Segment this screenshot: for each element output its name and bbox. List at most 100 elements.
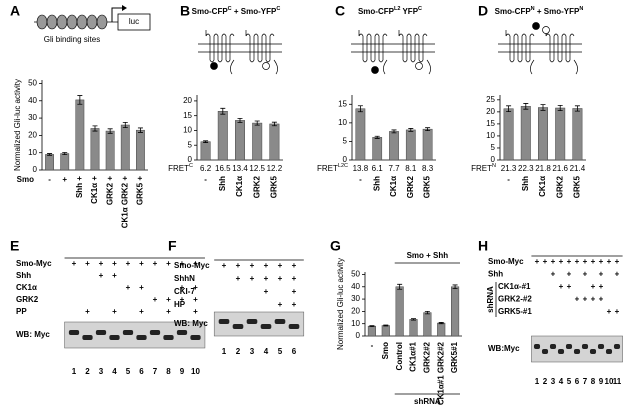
- fluor-tag: [262, 62, 270, 70]
- treatment-mark: +: [292, 300, 297, 309]
- treatment-mark: +: [264, 287, 269, 296]
- band: [549, 344, 557, 349]
- treatment-mark: +: [180, 259, 185, 268]
- group-label: shRNA: [486, 286, 495, 313]
- panel-letter: G: [330, 238, 341, 254]
- y-tick-label: 0: [356, 331, 361, 340]
- error-bar: [137, 127, 143, 133]
- lane-number: 3: [551, 377, 556, 386]
- treatment-mark: +: [139, 307, 144, 316]
- band: [565, 344, 573, 349]
- x-tick-label: CK1α: [538, 176, 547, 197]
- panel-letter: D: [478, 3, 488, 19]
- y-tick-label: 20: [183, 96, 192, 105]
- receptor: [545, 30, 575, 63]
- value-label: 16.5: [215, 164, 231, 173]
- bar: [45, 154, 54, 171]
- value-row-label-part: C: [189, 163, 193, 169]
- error-bar: [92, 125, 98, 132]
- bar: [75, 99, 85, 171]
- lane-number: 8: [166, 367, 171, 376]
- treatment-mark: +: [180, 295, 185, 304]
- panel-letter: F: [168, 238, 177, 254]
- tail: [383, 59, 388, 75]
- bar: [90, 128, 100, 171]
- error-bar: [438, 322, 444, 325]
- value-label: 21.6: [552, 164, 568, 173]
- panel-letter: E: [10, 238, 19, 254]
- membrane-diagram: [498, 22, 582, 75]
- chart-title: Smo-CFPC + Smo-YFPC: [192, 6, 281, 16]
- treatment-mark: +: [236, 274, 241, 283]
- band: [176, 330, 188, 335]
- treatment-mark: +: [583, 257, 588, 266]
- treatment-mark: +: [236, 261, 241, 270]
- y-tick-label: 40: [351, 282, 360, 291]
- band: [232, 324, 244, 329]
- chart-title: Smo-CFPL2 YFPC: [358, 6, 422, 16]
- receptor: [505, 30, 535, 63]
- treatment-mark: +: [72, 259, 77, 268]
- error-bar: [574, 105, 580, 112]
- row-label: Smo-Myc: [488, 257, 524, 266]
- fluor-tag: [210, 62, 218, 70]
- treatment-mark: +: [575, 257, 580, 266]
- value-row-label: FRETN: [471, 163, 496, 173]
- lane-number: 7: [153, 367, 158, 376]
- value-label: 21.4: [570, 164, 586, 173]
- lane-number: 5: [126, 367, 131, 376]
- gel: [213, 311, 305, 337]
- error-bar: [62, 152, 68, 155]
- y-tick-label: 30: [28, 113, 37, 122]
- x-tick-label: GRK5: [423, 175, 432, 198]
- error-bar: [220, 107, 226, 115]
- row-label: PP: [16, 307, 27, 316]
- row-label: CKI-7: [174, 287, 195, 296]
- y-tick-label: 30: [351, 294, 360, 303]
- lane-number: 9: [599, 377, 604, 386]
- x-tick-label: GRK2: [406, 175, 415, 198]
- blot-label: WB: Myc: [174, 319, 208, 328]
- band: [605, 349, 613, 354]
- bar: [235, 120, 245, 161]
- x-tick-label: GRK2#2: [422, 341, 431, 373]
- y-tick-label: 50: [351, 270, 360, 279]
- receptor: [358, 30, 388, 63]
- value-label: 8.3: [422, 164, 434, 173]
- band: [95, 330, 107, 335]
- error-bar: [397, 283, 403, 290]
- treatment-mark: +: [591, 295, 596, 304]
- chart-title-part: Smo-CFP: [495, 7, 532, 16]
- band: [136, 335, 147, 340]
- treatment-mark: +: [615, 257, 620, 266]
- reporter-diagram: luc Gli binding sites: [34, 5, 151, 44]
- treatment-mark: +: [112, 259, 117, 268]
- bar: [437, 322, 446, 337]
- value-row-label: FRETL2C: [317, 163, 348, 173]
- group-label: shRNA: [414, 397, 441, 406]
- value-row-label-part: FRET: [317, 164, 338, 173]
- y-tick-label: 40: [28, 96, 37, 105]
- x-tick-label: +: [62, 175, 67, 184]
- treatment-mark: +: [278, 274, 283, 283]
- band: [581, 344, 589, 349]
- lane-number: 6: [139, 367, 144, 376]
- treatment-mark: +: [264, 274, 269, 283]
- value-row-label-part: FRET: [168, 164, 189, 173]
- band: [260, 324, 272, 329]
- x-tick-label: GRK5: [573, 175, 582, 198]
- treatment-mark: +: [543, 257, 548, 266]
- lane-number: 1: [222, 347, 227, 356]
- lane-number: 1: [72, 367, 77, 376]
- error-bar: [271, 121, 277, 127]
- band: [541, 349, 549, 354]
- bar: [252, 122, 263, 161]
- bar: [409, 319, 418, 337]
- treatment-mark: +: [126, 283, 131, 292]
- x-tick-label: CK1α#1: [409, 341, 418, 371]
- chart-title-part: C: [276, 6, 280, 12]
- bar: [451, 286, 460, 337]
- error-bar: [254, 120, 260, 126]
- x-tick-label: Shh +: [75, 176, 84, 198]
- tail: [273, 59, 278, 75]
